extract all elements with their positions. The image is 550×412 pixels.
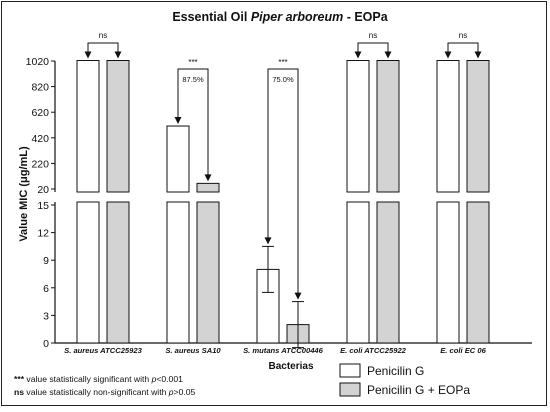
significance-bracket [447, 42, 479, 53]
y-tick-label: 3 [43, 310, 49, 322]
category-label-strain: EC 06 [463, 346, 487, 355]
category-label: S. mutans ATCC00446 [243, 346, 324, 355]
footnote-nonsignificant-var: p [168, 387, 174, 397]
significance-label: *** [188, 58, 197, 67]
bar-lower-segment [346, 201, 370, 344]
legend: Penicilin G Penicilin G + EOPa [339, 363, 470, 397]
bar [106, 59, 130, 193]
y-tick-label: 1020 [26, 56, 50, 68]
chart-title-prefix: Essential Oil [172, 10, 251, 24]
significance-arrow [204, 174, 212, 182]
significance-bracket [177, 68, 209, 176]
chart: Essential Oil Piper arboreum - EOPa Valu… [14, 10, 536, 397]
category-label-strain: ATCC25923 [98, 346, 142, 355]
significance-percent: 87.5% [182, 75, 204, 84]
footnote-significant-var: p [151, 374, 157, 384]
bar-lower-segment [436, 201, 460, 344]
footnote-significant-text: value statistically significant with [24, 374, 152, 384]
y-tick-label: 12 [37, 228, 49, 240]
category-label-species: E. coli [440, 346, 463, 355]
bar [466, 59, 490, 193]
y-tick-label: 0 [43, 338, 49, 350]
chart-title-italic: Piper arboreum [251, 10, 343, 24]
bar-lower-segment [466, 201, 490, 344]
footnote-nonsignificant: ns value statistically non-significant w… [14, 387, 196, 397]
significance-arrow [84, 51, 92, 59]
bar [76, 59, 100, 193]
category-label: S. aureus SA10 [165, 346, 221, 355]
bar-lower-segment [166, 201, 190, 344]
footnote-significant-symbol: *** [14, 374, 25, 384]
bar [376, 59, 400, 193]
y-tick-label: 820 [31, 82, 49, 94]
footnotes: *** value statistically significant with… [14, 374, 196, 397]
significance-label: ns [459, 31, 467, 40]
significance-arrow [354, 51, 362, 59]
category-label: S. aureus ATCC25923 [64, 346, 142, 355]
legend-label-penicilin-g-eopa: Penicilin G + EOPa [367, 383, 470, 397]
category-label-species: S. aureus [64, 346, 98, 355]
footnote-nonsignificant-symbol: ns [14, 387, 24, 397]
significance-arrow [264, 237, 272, 245]
category-label-strain: ATCC00446 [279, 346, 323, 355]
significance-arrow [474, 51, 482, 59]
significance-bracket [357, 42, 389, 53]
category-label: E. coli ATCC25922 [340, 346, 407, 355]
category-label-species: S. mutans [243, 346, 279, 355]
bar [166, 125, 190, 193]
y-axis-label: Value MIC (μg/mL) [18, 146, 30, 242]
y-tick-label: 6 [43, 283, 49, 295]
y-tick-label: 420 [31, 133, 49, 145]
significance-arrow [384, 51, 392, 59]
footnote-significant-cond: <0.001 [156, 374, 183, 384]
chart-title: Essential Oil Piper arboreum - EOPa [172, 10, 388, 24]
footnote-nonsignificant-cond: >0.05 [174, 387, 196, 397]
legend-swatch-penicilin-g [339, 363, 361, 378]
footnote-significant: *** value statistically significant with… [14, 374, 183, 384]
category-label-species: S. aureus [165, 346, 199, 355]
bar [346, 59, 370, 193]
y-tick-label: 15 [37, 200, 49, 212]
bar-lower-segment [376, 201, 400, 344]
category-label-strain: ATCC25922 [362, 346, 406, 355]
significance-bracket [87, 42, 119, 53]
category-label-strain: SA10 [200, 346, 222, 355]
category-label-species: E. coli [340, 346, 363, 355]
x-axis-label: Bacterias [268, 361, 313, 372]
figure-frame: Essential Oil Piper arboreum - EOPa Valu… [1, 1, 547, 406]
significance-bracket [267, 68, 299, 294]
y-tick-label: 620 [31, 107, 49, 119]
bar-lower-segment [106, 201, 130, 344]
significance-label: ns [369, 31, 377, 40]
category-label: E. coli EC 06 [440, 346, 486, 355]
significance-label: ns [99, 31, 107, 40]
y-tick-label: 220 [31, 158, 49, 170]
footnote-nonsignificant-text: value statistically non-significant with [24, 387, 169, 397]
bar-lower-segment [76, 201, 100, 344]
significance-label: *** [278, 58, 287, 67]
bar-lower-segment [196, 201, 220, 344]
y-tick-label: 20 [37, 184, 49, 196]
plot-area: 20 220 420 620 820 1020 0 3 6 9 12 15 S. aureus ATCC… [26, 31, 536, 355]
significance-arrow [294, 292, 302, 300]
chart-title-suffix: - EOPa [343, 10, 389, 24]
y-tick-label: 9 [43, 255, 49, 267]
legend-swatch-penicilin-g-eopa [339, 382, 361, 397]
significance-arrow [174, 117, 182, 125]
bar [196, 182, 220, 193]
significance-arrow [114, 51, 122, 59]
significance-percent: 75.0% [272, 75, 294, 84]
bar [436, 59, 460, 193]
axis-break-gap [49, 192, 536, 202]
legend-label-penicilin-g: Penicilin G [367, 364, 424, 378]
significance-arrow [444, 51, 452, 59]
